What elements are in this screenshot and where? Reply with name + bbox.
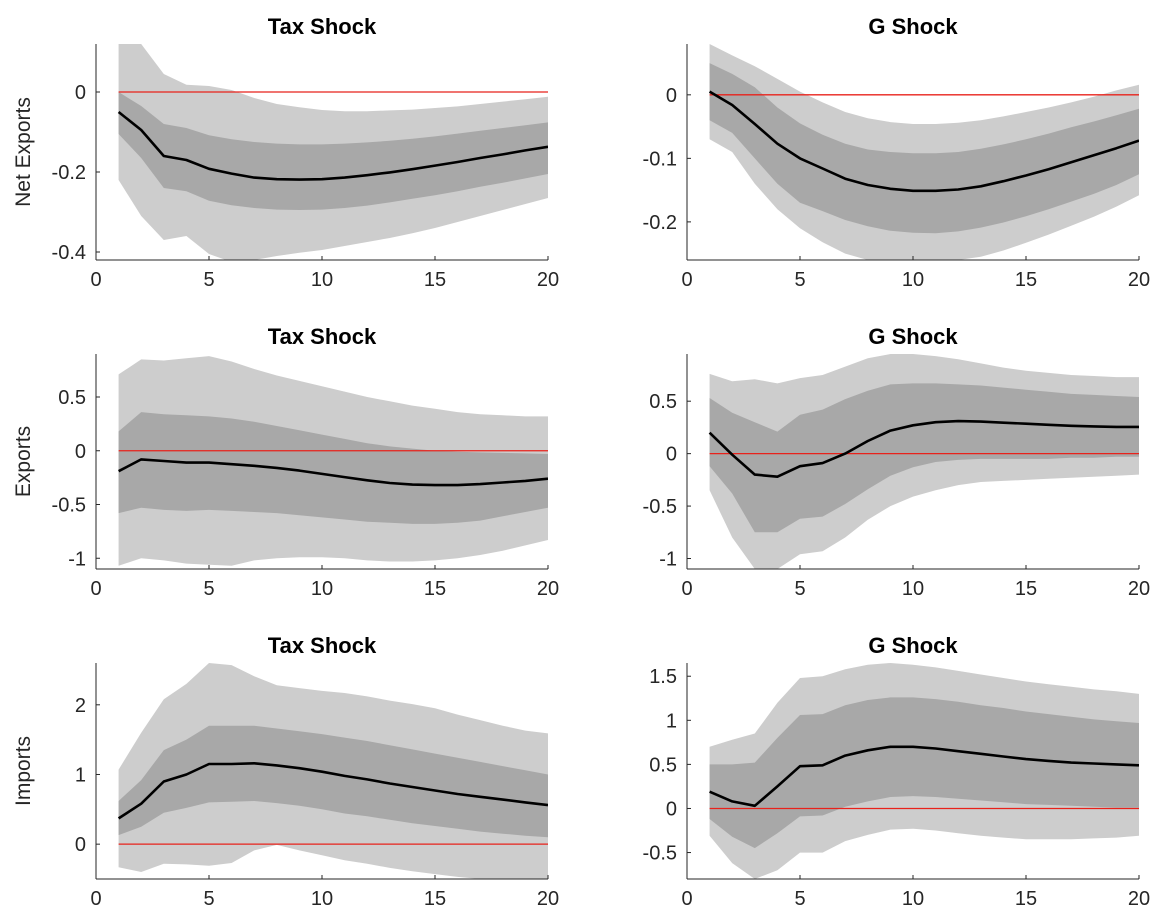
y-tick-label: -1 (68, 548, 86, 570)
y-tick-label: 0.5 (58, 387, 86, 409)
chart-panel: 0 5 10 15 20 -0.5 0 0.5 1 1.5 G Shock (643, 633, 1151, 910)
chart-panel: 0 5 10 15 20 -1 -0.5 0 0.5 Tax Shock Exports (12, 324, 559, 600)
y-tick-label: 0 (666, 444, 677, 466)
x-tick-label: 10 (311, 578, 333, 600)
x-tick-label: 5 (794, 578, 805, 600)
y-tick-label: 0 (666, 85, 677, 107)
median-response-line (708, 90, 1139, 193)
inner-confidence-band (709, 697, 1139, 849)
x-tick-label: 5 (794, 269, 805, 291)
panel-title: Tax Shock (268, 14, 377, 39)
median-response-line (117, 761, 548, 820)
x-tick-label: 20 (537, 578, 559, 600)
x-tick-label: 10 (311, 888, 333, 910)
plot-area (117, 356, 548, 566)
plot-area (708, 354, 1139, 569)
y-tick-label: 0 (666, 798, 677, 820)
y-axis-label: Net Exports (12, 97, 35, 207)
x-tick-label: 15 (424, 888, 446, 910)
x-tick-label: 0 (90, 269, 101, 291)
chart-panel: 0 5 10 15 20 -0.2 -0.1 0 G Shock (643, 14, 1151, 291)
y-tick-label: 1.5 (649, 666, 677, 688)
x-tick-label: 20 (1128, 269, 1150, 291)
panel-title: Tax Shock (268, 633, 377, 658)
inner-confidence-band (118, 412, 548, 524)
x-tick-label: 10 (902, 269, 924, 291)
y-tick-label: 0 (75, 82, 86, 104)
inner-confidence-band (709, 63, 1139, 234)
x-tick-label: 15 (424, 269, 446, 291)
chart-panel: 0 5 10 15 20 -0.4 -0.2 0 Tax Shock Net Exports (12, 14, 559, 291)
x-tick-label: 10 (311, 269, 333, 291)
plot-area (709, 663, 1139, 879)
median-response-line (117, 110, 548, 181)
y-tick-label: -1 (659, 549, 677, 571)
y-tick-label: -0.2 (52, 162, 86, 184)
x-tick-label: 10 (902, 888, 924, 910)
x-tick-label: 20 (537, 269, 559, 291)
y-tick-label: 1 (75, 764, 86, 786)
inner-confidence-band (118, 92, 548, 210)
y-tick-label: 1 (666, 710, 677, 732)
plot-area (117, 663, 548, 879)
x-tick-label: 15 (1015, 888, 1037, 910)
panel-title: Tax Shock (268, 324, 377, 349)
y-tick-label: -0.5 (643, 496, 677, 518)
inner-confidence-band (118, 725, 548, 838)
panel-title: G Shock (868, 633, 958, 658)
y-tick-label: 0.5 (649, 754, 677, 776)
x-tick-label: 5 (203, 269, 214, 291)
y-tick-label: -0.1 (643, 148, 677, 170)
y-tick-label: -0.4 (52, 242, 86, 264)
x-tick-label: 0 (681, 578, 692, 600)
x-tick-label: 0 (681, 888, 692, 910)
median-response-line (708, 419, 1139, 479)
y-axis-label: Exports (12, 426, 35, 497)
chart-panel: 0 5 10 15 20 0 1 2 Tax Shock Imports (12, 633, 559, 910)
median-response-line (117, 458, 548, 487)
x-tick-label: 15 (424, 578, 446, 600)
x-tick-label: 20 (1128, 578, 1150, 600)
x-tick-label: 5 (203, 888, 214, 910)
x-tick-label: 15 (1015, 269, 1037, 291)
plot-area (117, 44, 548, 260)
x-tick-label: 0 (681, 269, 692, 291)
panel-title: G Shock (868, 14, 958, 39)
y-tick-label: 0.5 (649, 391, 677, 413)
y-tick-label: 2 (75, 695, 86, 717)
median-response-line (709, 745, 1139, 808)
x-tick-label: 5 (794, 888, 805, 910)
x-tick-label: 15 (1015, 578, 1037, 600)
y-tick-label: -0.2 (643, 212, 677, 234)
y-tick-label: 0 (75, 834, 86, 856)
y-tick-label: 0 (75, 441, 86, 463)
x-tick-label: 0 (90, 888, 101, 910)
plot-area (708, 44, 1139, 260)
x-tick-label: 0 (90, 578, 101, 600)
x-tick-label: 10 (902, 578, 924, 600)
y-tick-label: -0.5 (52, 495, 86, 517)
x-tick-label: 20 (1128, 888, 1150, 910)
inner-confidence-band (709, 383, 1139, 533)
x-tick-label: 20 (537, 888, 559, 910)
x-tick-label: 5 (203, 578, 214, 600)
y-axis-label: Imports (12, 736, 35, 806)
panel-title: G Shock (868, 324, 958, 349)
y-tick-label: -0.5 (643, 843, 677, 865)
chart-panel: 0 5 10 15 20 -1 -0.5 0 0.5 G Shock (643, 324, 1151, 600)
